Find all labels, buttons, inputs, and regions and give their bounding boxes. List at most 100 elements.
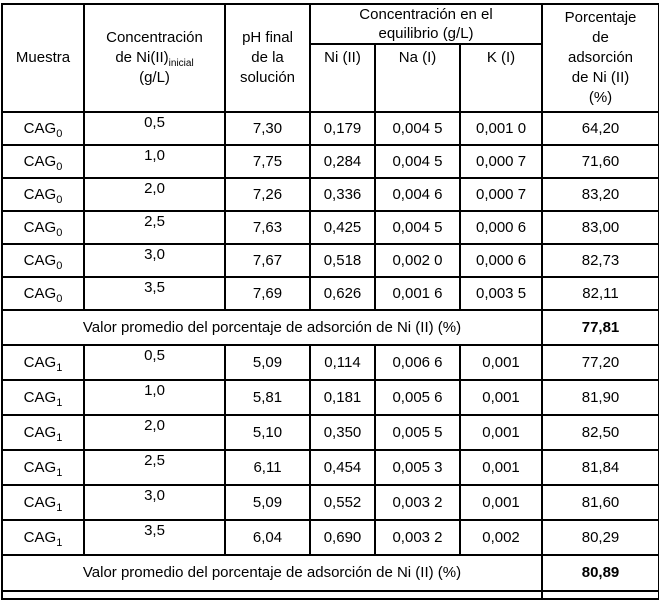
header-ph-final: pH final de la solución (224, 3, 311, 113)
cell-ni: 0,181 (309, 379, 376, 416)
header-muestra: Muestra (1, 3, 85, 113)
cell-k: 0,000 6 (458, 210, 544, 245)
header-line: de la (251, 49, 284, 66)
header-line: adsorción (567, 49, 634, 66)
cell-k: 0,000 7 (458, 144, 544, 179)
adsorption-results-table: Muestra Concentración de Ni(II)inicial (… (0, 3, 659, 600)
cell-conc-inicial: 1,0 (83, 144, 226, 179)
cell-na: 0,005 5 (374, 414, 461, 451)
header-line: Concentración en el (359, 6, 493, 23)
cell-k: 0,001 (458, 449, 544, 486)
table-row: CAG0 0,5 7,30 0,179 0,004 5 0,001 0 64,2… (1, 111, 659, 146)
cell-na: 0,004 5 (374, 111, 461, 146)
sample-subscript: 1 (56, 466, 63, 479)
cell-muestra: CAG0 (1, 210, 85, 245)
average-row: Valor promedio del porcentaje de adsorci… (0, 554, 659, 592)
sample-label: CAG (23, 218, 57, 236)
cell-k: 0,003 5 (458, 276, 544, 311)
cell-muestra: CAG0 (1, 276, 85, 311)
cell-ph: 6,11 (224, 449, 311, 486)
cell-na: 0,005 3 (374, 449, 461, 486)
cell-ni: 0,114 (309, 344, 376, 381)
cell-ni: 0,350 (309, 414, 376, 451)
cell-pct: 82,50 (541, 414, 659, 451)
cell-ni: 0,454 (309, 449, 376, 486)
cropped-cell (0, 590, 544, 600)
sample-subscript: 0 (56, 127, 63, 140)
header-line: (%) (588, 89, 613, 106)
table-row: CAG0 1,0 7,75 0,284 0,004 5 0,000 7 71,6… (1, 144, 659, 179)
cell-k: 0,001 (458, 379, 544, 416)
cell-pct: 83,00 (541, 210, 659, 245)
avg-value: 77,81 (541, 309, 659, 346)
cell-ni: 0,690 (309, 519, 376, 556)
table-row: CAG1 3,0 5,09 0,552 0,003 2 0,001 81,60 (1, 484, 659, 521)
cell-na: 0,003 2 (374, 519, 461, 556)
cell-ph: 7,69 (224, 276, 311, 311)
cell-ni: 0,284 (309, 144, 376, 179)
cell-na: 0,004 5 (374, 144, 461, 179)
table-row: CAG0 3,5 7,69 0,626 0,001 6 0,003 5 82,1… (1, 276, 659, 311)
cell-pct: 64,20 (541, 111, 659, 146)
header-line: de Ni(II)inicial (87, 48, 222, 69)
cell-muestra: CAG0 (1, 144, 85, 179)
header-ni: Ni (II) (309, 43, 376, 113)
avg-label: Valor promedio del porcentaje de adsorci… (0, 554, 544, 592)
cell-pct: 81,60 (541, 484, 659, 521)
avg-label: Valor promedio del porcentaje de adsorci… (0, 309, 544, 346)
sample-subscript: 1 (56, 431, 63, 444)
cell-pct: 83,20 (541, 177, 659, 212)
cell-pct: 81,90 (541, 379, 659, 416)
sample-subscript: 1 (56, 396, 63, 409)
cell-na: 0,004 6 (374, 177, 461, 212)
cell-muestra: CAG0 (1, 177, 85, 212)
sample-label: CAG (23, 388, 57, 406)
cell-ph: 7,63 (224, 210, 311, 245)
cell-ni: 0,425 (309, 210, 376, 245)
cell-ni: 0,626 (309, 276, 376, 311)
cell-muestra: CAG1 (1, 344, 85, 381)
cell-pct: 80,29 (541, 519, 659, 556)
cell-na: 0,005 6 (374, 379, 461, 416)
cell-muestra: CAG0 (1, 243, 85, 278)
header-line: Porcentaje (564, 9, 637, 26)
header-line: solución (239, 69, 296, 86)
cell-pct: 81,84 (541, 449, 659, 486)
cell-conc-inicial: 2,5 (83, 449, 226, 486)
header-subscript: inicial (168, 58, 194, 69)
table-row: CAG0 2,0 7,26 0,336 0,004 6 0,000 7 83,2… (1, 177, 659, 212)
cell-na: 0,006 6 (374, 344, 461, 381)
header-porcentaje-adsorcion: Porcentaje de adsorción de Ni (II) (%) (541, 3, 659, 113)
cell-muestra: CAG1 (1, 484, 85, 521)
sample-subscript: 0 (56, 193, 63, 206)
header-line: Concentración (106, 29, 203, 46)
header-line: de Ni (II) (571, 69, 630, 86)
sample-label: CAG (23, 493, 57, 511)
cell-ph: 5,09 (224, 344, 311, 381)
cell-conc-inicial: 1,0 (83, 379, 226, 416)
cell-ph: 7,67 (224, 243, 311, 278)
sample-label: CAG (23, 284, 57, 302)
cell-k: 0,001 0 (458, 111, 544, 146)
header-line: de (592, 29, 609, 46)
sample-label: CAG (23, 152, 57, 170)
average-row: Valor promedio del porcentaje de adsorci… (0, 309, 659, 346)
cell-ph: 5,81 (224, 379, 311, 416)
sample-subscript: 0 (56, 259, 63, 272)
cell-muestra: CAG1 (1, 379, 85, 416)
sample-label: CAG (23, 528, 57, 546)
cell-na: 0,004 5 (374, 210, 461, 245)
cell-ph: 7,26 (224, 177, 311, 212)
cell-ph: 5,09 (224, 484, 311, 521)
header-line: pH final (242, 29, 293, 46)
cell-na: 0,001 6 (374, 276, 461, 311)
cell-muestra: CAG1 (1, 449, 85, 486)
cell-pct: 71,60 (541, 144, 659, 179)
cropped-cell (541, 590, 659, 600)
header-line: (g/L) (139, 69, 170, 86)
table-row: CAG0 3,0 7,67 0,518 0,002 0 0,000 6 82,7… (1, 243, 659, 278)
cropped-row (0, 590, 659, 600)
sample-label: CAG (23, 185, 57, 203)
cell-ni: 0,518 (309, 243, 376, 278)
